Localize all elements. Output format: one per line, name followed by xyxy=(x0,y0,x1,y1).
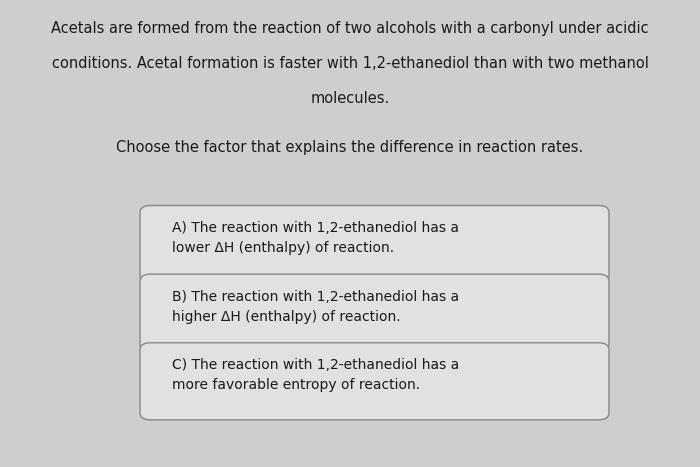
Text: Acetals are formed from the reaction of two alcohols with a carbonyl under acidi: Acetals are formed from the reaction of … xyxy=(51,21,649,36)
FancyBboxPatch shape xyxy=(140,274,609,351)
Text: B) The reaction with 1,2-ethanediol has a
higher ΔH (enthalpy) of reaction.: B) The reaction with 1,2-ethanediol has … xyxy=(172,290,458,324)
Text: molecules.: molecules. xyxy=(310,91,390,106)
Text: A) The reaction with 1,2-ethanediol has a
lower ΔH (enthalpy) of reaction.: A) The reaction with 1,2-ethanediol has … xyxy=(172,221,458,255)
Text: conditions. Acetal formation is faster with 1,2-ethanediol than with two methano: conditions. Acetal formation is faster w… xyxy=(52,56,648,71)
FancyBboxPatch shape xyxy=(140,205,609,283)
FancyBboxPatch shape xyxy=(140,343,609,420)
Text: C) The reaction with 1,2-ethanediol has a
more favorable entropy of reaction.: C) The reaction with 1,2-ethanediol has … xyxy=(172,358,458,392)
Text: Choose the factor that explains the difference in reaction rates.: Choose the factor that explains the diff… xyxy=(116,140,584,155)
